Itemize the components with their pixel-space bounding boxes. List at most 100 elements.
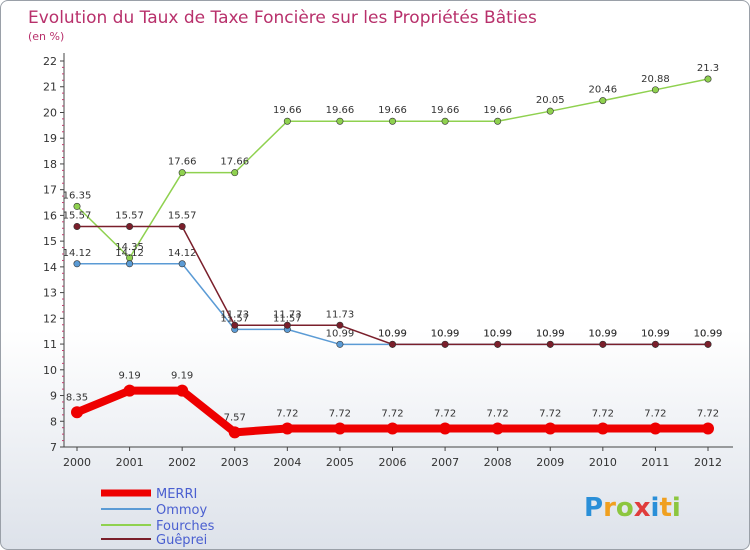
data-label: 20.88	[641, 74, 670, 85]
data-label: 14.35	[115, 242, 144, 253]
data-label: 19.66	[326, 105, 355, 116]
data-label: 10.99	[483, 328, 512, 339]
data-point	[386, 422, 399, 435]
series-merri: 8.35 9.19 9.19 7.57 7.72 7.72 7.72 7.72 7.72 7.72…	[66, 371, 719, 439]
legend-label: MERRI	[156, 487, 197, 502]
x-tick-label: 2002	[168, 456, 196, 469]
data-label: 20.46	[589, 85, 618, 96]
series-fourches: 16.35 14.35 17.66 17.66 19.66 19.66 19.66 19.66…	[63, 63, 719, 262]
data-label: 19.66	[431, 105, 460, 116]
data-label: 11.73	[220, 309, 249, 320]
data-point	[491, 422, 504, 435]
data-label: 7.72	[644, 408, 666, 419]
data-point	[336, 117, 344, 125]
data-point	[178, 260, 186, 268]
legend-label: Fourches	[156, 519, 215, 534]
data-point	[702, 422, 714, 435]
data-label: 10.99	[378, 328, 407, 339]
y-tick-label: 13	[43, 287, 57, 300]
y-tick-label: 14	[43, 261, 57, 274]
series-guêprei: 15.57 15.57 15.57 11.73 11.73 11.73 10.99 10.99…	[63, 210, 723, 348]
data-point	[599, 97, 607, 105]
logo-letter: t	[659, 493, 671, 523]
y-tick-label: 7	[50, 441, 57, 454]
data-label: 7.57	[224, 412, 246, 423]
data-label: 9.19	[171, 371, 193, 382]
data-label: 17.66	[168, 157, 197, 168]
logo-letter: i	[651, 493, 660, 523]
data-point	[546, 107, 554, 115]
logo-letter: i	[672, 493, 681, 523]
data-label: 7.72	[276, 408, 298, 419]
x-tick-label: 2001	[116, 456, 144, 469]
data-label: 7.72	[697, 408, 719, 419]
y-tick-label: 15	[43, 235, 57, 248]
data-label: 10.99	[641, 328, 670, 339]
data-label: 10.99	[694, 328, 723, 339]
proxiti-logo: Proxiti	[584, 493, 681, 523]
y-tick-label: 11	[43, 338, 57, 351]
data-point	[649, 422, 662, 435]
data-point	[126, 260, 134, 268]
x-tick-label: 2010	[589, 456, 617, 469]
x-tick-label: 2012	[694, 456, 722, 469]
x-tick-label: 2006	[379, 456, 407, 469]
data-label: 19.66	[273, 105, 302, 116]
chart-subtitle: (en %)	[28, 30, 64, 43]
data-point	[599, 340, 607, 348]
data-point	[231, 321, 239, 329]
x-tick-label: 2007	[431, 456, 459, 469]
data-label: 7.72	[539, 408, 561, 419]
data-point	[388, 117, 396, 125]
series-line	[76, 225, 709, 346]
data-label: 11.57	[220, 313, 249, 324]
data-point	[228, 426, 241, 439]
legend-item-ommoy: Ommoy	[101, 503, 208, 518]
y-tick-label: 19	[43, 132, 57, 145]
data-point	[283, 117, 291, 125]
data-label: 7.72	[329, 408, 351, 419]
data-point	[71, 406, 83, 419]
data-point	[441, 117, 449, 125]
x-tick-label: 2009	[536, 456, 564, 469]
data-point	[123, 384, 136, 397]
data-point	[336, 321, 344, 329]
data-label: 21.3	[697, 63, 719, 74]
data-label: 15.57	[168, 210, 197, 221]
legend-item-guêprei: Guêprei	[101, 533, 207, 548]
x-tick-label: 2005	[326, 456, 354, 469]
chart-title: Evolution du Taux de Taxe Foncière sur l…	[28, 8, 537, 28]
data-point	[281, 422, 294, 435]
data-label: 10.99	[694, 328, 723, 339]
logo-letter: r	[603, 493, 616, 523]
data-label: 14.12	[115, 248, 144, 259]
data-point	[704, 340, 712, 348]
data-point	[439, 422, 452, 435]
y-tick-label: 21	[43, 81, 57, 94]
data-label: 11.73	[273, 309, 302, 320]
data-label: 8.35	[66, 392, 88, 403]
data-point	[178, 169, 186, 177]
data-label: 19.66	[483, 105, 512, 116]
data-point	[73, 202, 81, 210]
data-label: 15.57	[63, 210, 92, 221]
logo-letter: o	[616, 493, 634, 523]
legend-label: Guêprei	[156, 533, 207, 548]
data-label: 16.35	[63, 190, 92, 201]
data-point	[126, 222, 134, 230]
y-tick-label: 16	[43, 209, 57, 222]
data-label: 10.99	[431, 328, 460, 339]
data-point	[544, 422, 557, 435]
y-tick-label: 12	[43, 312, 57, 325]
data-label: 7.72	[487, 408, 509, 419]
data-label: 10.99	[536, 328, 565, 339]
y-tick-label: 20	[43, 106, 57, 119]
data-label: 11.73	[326, 309, 355, 320]
data-label: 15.57	[115, 210, 144, 221]
data-point	[651, 86, 659, 94]
data-point	[283, 321, 291, 329]
data-label: 14.12	[168, 248, 197, 259]
